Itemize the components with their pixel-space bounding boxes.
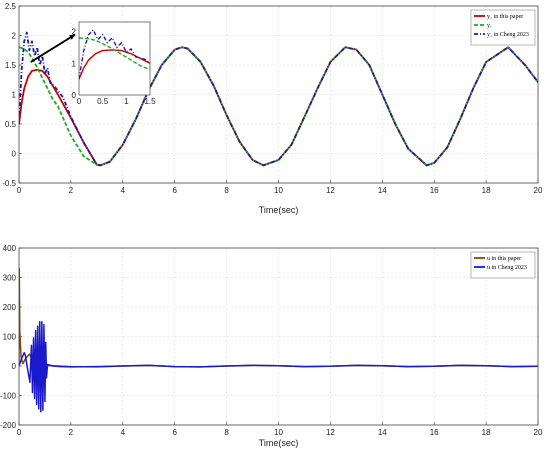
legend-label-3: y₁ in Cheng 2023 bbox=[487, 32, 529, 38]
y-tick-label: 200 bbox=[3, 303, 17, 312]
x-tick-label: 2 bbox=[69, 186, 74, 195]
x-tick-label: 4 bbox=[121, 186, 126, 195]
x-tick-label: 10 bbox=[274, 186, 283, 195]
inset-series-line-2 bbox=[79, 37, 150, 71]
inset-y-tick-label: 2 bbox=[72, 28, 77, 37]
series-line-2 bbox=[19, 321, 538, 413]
inset-frame bbox=[78, 21, 151, 96]
chart-2: 0 2 4 6 8 10 12 14 16 18 20 -200 -100 0 100 200 300 400 Ti… bbox=[0, 244, 543, 448]
y-tick-label: 2 bbox=[12, 32, 17, 41]
y-tick-label: 1 bbox=[12, 91, 17, 100]
inset-x-tick-label: 0 bbox=[77, 97, 82, 106]
x-tick-label: 20 bbox=[534, 428, 543, 437]
legend-label-2: yᵣ bbox=[487, 23, 492, 29]
x-tick-label: 6 bbox=[172, 428, 177, 437]
series-group bbox=[19, 267, 538, 413]
y-tick-label: -200 bbox=[0, 421, 17, 430]
y-tick-label: 0 bbox=[12, 362, 17, 371]
x-tick-label: 2 bbox=[69, 428, 74, 437]
x-tick-label: 0 bbox=[17, 428, 22, 437]
inset-x-tick-label: 1.5 bbox=[144, 97, 156, 106]
axes-frame bbox=[18, 247, 539, 426]
inset-arrow-head bbox=[69, 34, 75, 40]
x-tick-label: 4 bbox=[121, 428, 126, 437]
legend-box bbox=[470, 251, 536, 279]
legend-label-1: u in this paper bbox=[487, 256, 521, 262]
y-tick-label: -0.5 bbox=[2, 179, 16, 188]
inset-series-line-3 bbox=[79, 28, 150, 80]
inset-arrow-line bbox=[30, 33, 76, 63]
legend-label-1: y₁ in this paper bbox=[487, 14, 523, 20]
x-tick-label: 14 bbox=[378, 186, 387, 195]
x-axis-label: Time(sec) bbox=[259, 438, 299, 448]
x-tick-label: 14 bbox=[378, 428, 387, 437]
y-tick-label: 100 bbox=[3, 333, 17, 342]
x-tick-label: 6 bbox=[172, 186, 177, 195]
inset-x-tick-label: 1 bbox=[124, 97, 129, 106]
axes-frame bbox=[18, 5, 539, 184]
x-tick-label: 20 bbox=[534, 186, 543, 195]
x-tick-label: 8 bbox=[224, 186, 229, 195]
y-tick-label: 0 bbox=[12, 150, 17, 159]
x-tick-label: 12 bbox=[326, 428, 335, 437]
inset-chart: 0 0.5 1 1.5 0 1 2 bbox=[30, 21, 156, 106]
y-tick-label: 1.5 bbox=[5, 61, 17, 70]
chart-1: 0 2 4 6 8 10 12 14 16 18 20-0.500.511.522.5Time(se… bbox=[2, 2, 543, 215]
x-tick-label: 0 bbox=[17, 186, 22, 195]
y-tick-label: -100 bbox=[0, 392, 17, 401]
x-tick-label: 16 bbox=[430, 428, 439, 437]
inset-x-tick-label: 0.5 bbox=[97, 97, 109, 106]
legend-label-2: u in Cheng 2023 bbox=[487, 265, 527, 271]
x-tick-label: 12 bbox=[326, 186, 335, 195]
x-tick-label: 18 bbox=[482, 428, 491, 437]
series-line-3 bbox=[19, 31, 538, 167]
y-tick-label: 300 bbox=[3, 274, 17, 283]
inset-y-tick-label: 0 bbox=[72, 91, 77, 100]
y-tick-label: 2.5 bbox=[5, 2, 17, 11]
series-group bbox=[19, 31, 538, 167]
y-tick-label: 400 bbox=[3, 244, 17, 253]
inset-series-group bbox=[79, 28, 150, 80]
x-tick-label: 10 bbox=[274, 428, 283, 437]
x-tick-label: 16 bbox=[430, 186, 439, 195]
x-tick-label: 8 bbox=[224, 428, 229, 437]
x-axis-label: Time(sec) bbox=[259, 205, 299, 215]
inset-y-tick-label: 1 bbox=[72, 59, 77, 68]
y-tick-label: 0.5 bbox=[5, 120, 17, 129]
x-tick-label: 18 bbox=[482, 186, 491, 195]
